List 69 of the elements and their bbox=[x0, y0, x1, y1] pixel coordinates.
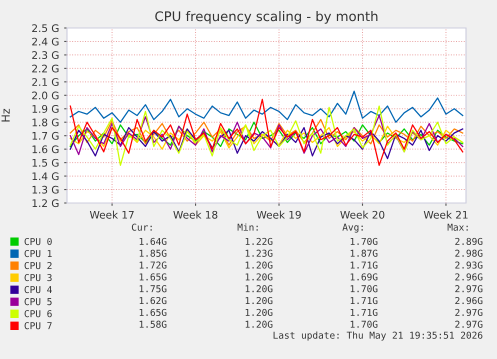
text: 1.22G bbox=[246, 238, 272, 245]
x-tick-label: Week 20 bbox=[340, 210, 384, 219]
text: 1.62G bbox=[140, 297, 166, 304]
legend-label: CPU 3 bbox=[24, 274, 52, 282]
text: 1.71G bbox=[350, 262, 378, 269]
text: 1.69G bbox=[350, 273, 378, 280]
text: 2.89G bbox=[455, 238, 482, 245]
text: 1.75G bbox=[140, 285, 166, 292]
chart-title: CPU frequency scaling - by month bbox=[155, 11, 378, 24]
text: Last update: Thu May 21 19:35:51 2026 bbox=[274, 331, 482, 341]
y-tick-label: 2.1 G bbox=[32, 78, 59, 86]
y-tick-label: 2.5 G bbox=[32, 24, 59, 32]
text: 2.97G bbox=[455, 308, 482, 316]
y-tick-label: 2.4 G bbox=[32, 38, 59, 46]
text: 1.20G bbox=[246, 273, 272, 280]
y-tick-label: 1.6 G bbox=[32, 145, 59, 154]
text: 2.93G bbox=[455, 262, 482, 269]
y-tick-label: 1.8 G bbox=[32, 118, 59, 126]
line-series bbox=[70, 126, 464, 160]
y-axis-title: Hz bbox=[2, 108, 10, 122]
text: 1.20G bbox=[246, 262, 272, 269]
text: 2.97G bbox=[455, 320, 482, 328]
legend-label: CPU 1 bbox=[24, 250, 52, 258]
legend-label: CPU 5 bbox=[24, 298, 52, 306]
text: 1.72G bbox=[140, 262, 166, 269]
y-tick-label: 2.3 G bbox=[32, 51, 59, 60]
text: 1.71G bbox=[350, 308, 378, 316]
text: 1.23G bbox=[246, 250, 272, 257]
legend-label: CPU 4 bbox=[24, 286, 52, 294]
text: 2.98G bbox=[455, 250, 482, 257]
text: Min: bbox=[238, 223, 258, 231]
legend-label: CPU 0 bbox=[24, 238, 52, 246]
y-tick-label: 1.4 G bbox=[32, 172, 59, 180]
y-tick-label: 2.0 G bbox=[32, 92, 59, 100]
legend-label: CPU 2 bbox=[24, 262, 52, 270]
text: 1.20G bbox=[246, 308, 272, 316]
text: 1.70G bbox=[350, 238, 378, 245]
y-tick-label: 1.5 G bbox=[32, 158, 59, 167]
text: 1.20G bbox=[246, 320, 272, 328]
text: 2.96G bbox=[455, 297, 482, 304]
y-tick-label: 1.2 G bbox=[32, 199, 59, 208]
legend-label: CPU 6 bbox=[24, 310, 52, 318]
text: 1.70G bbox=[350, 320, 378, 328]
text: 1.64G bbox=[140, 238, 166, 245]
y-tick-label: 1.3 G bbox=[32, 186, 59, 194]
text: 1.65G bbox=[140, 273, 166, 280]
legend-label: CPU 7 bbox=[24, 322, 52, 330]
x-tick-label: Week 21 bbox=[424, 210, 468, 219]
text: 1.87G bbox=[350, 250, 378, 257]
y-tick-label: 1.7 G bbox=[32, 132, 59, 140]
y-tick-label: 2.2 G bbox=[32, 64, 59, 72]
text: Cur: bbox=[132, 224, 152, 231]
y-tick-label: 1.9 G bbox=[32, 104, 59, 113]
text: 1.58G bbox=[140, 320, 166, 328]
x-tick-label: Week 18 bbox=[173, 210, 218, 219]
text: Max: bbox=[448, 224, 468, 231]
line-series bbox=[70, 114, 464, 156]
text: 1.71G bbox=[350, 297, 378, 304]
text: 1.70G bbox=[350, 285, 378, 292]
text: 1.20G bbox=[246, 297, 272, 304]
x-tick-label: Week 17 bbox=[90, 210, 134, 219]
text: 1.85G bbox=[140, 250, 166, 257]
text: 2.97G bbox=[455, 285, 482, 292]
text: 1.20G bbox=[246, 285, 272, 292]
text: Avg: bbox=[342, 224, 363, 233]
x-tick-label: Week 19 bbox=[256, 210, 301, 219]
text: 2.96G bbox=[455, 273, 482, 280]
line-series bbox=[70, 90, 464, 123]
text: 1.65G bbox=[140, 308, 166, 316]
